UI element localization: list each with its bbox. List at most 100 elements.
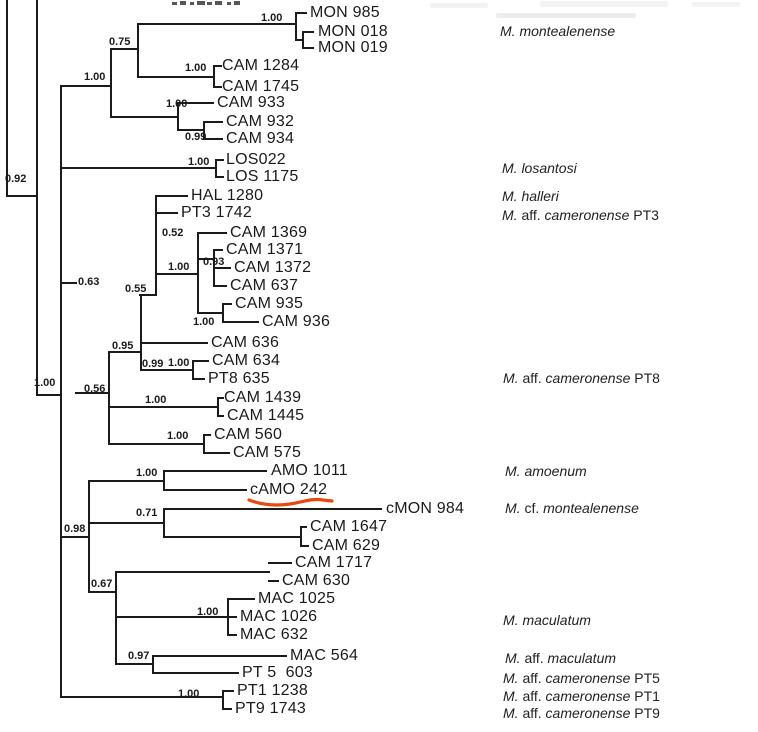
species-name-part: M. (503, 670, 519, 686)
species-label: M. aff. cameronense PT8 (503, 370, 660, 386)
tip-label: CAM 1439 (224, 389, 302, 406)
branch-horizontal-segment (110, 48, 139, 50)
species-name-part: M. maculatum (503, 612, 591, 628)
species-name-part: M. losantosi (502, 160, 577, 176)
cut-off-text-fragment (207, 2, 212, 5)
tip-label: CAM 630 (282, 572, 351, 589)
cut-off-text-fragment (172, 2, 177, 5)
support-value: 0.92 (5, 173, 27, 185)
branch-horizontal-segment (227, 634, 237, 636)
species-name-part: M. (502, 207, 518, 223)
branch-vertical-segment (295, 12, 297, 41)
tip-label: MAC 1026 (240, 608, 318, 625)
branch-vertical-segment (302, 31, 304, 49)
species-label: M. aff. cameronense PT5 (503, 670, 660, 686)
branch-vertical-segment (152, 655, 154, 674)
faint-ghost-text (540, 1, 668, 7)
branch-horizontal-segment (163, 489, 247, 491)
support-value: 0.52 (162, 227, 184, 239)
branch-horizontal-segment (213, 249, 223, 251)
tip-label: CAM 1371 (226, 241, 304, 258)
species-name-part: cameronense (545, 370, 631, 386)
support-value: 1.00 (261, 12, 283, 24)
tip-label: MAC 1025 (258, 590, 336, 607)
branch-horizontal-segment (203, 138, 223, 140)
species-label: M. cf. montealenense (505, 500, 639, 516)
tip-label: CAM 1445 (227, 407, 305, 424)
branch-vertical-segment (217, 397, 219, 417)
branch-horizontal-segment (302, 47, 314, 49)
branch-horizontal-segment (295, 12, 307, 14)
branch-horizontal-segment (60, 167, 217, 169)
branch-horizontal-segment (115, 663, 154, 665)
support-value: 1.00 (34, 377, 56, 389)
species-name-part: aff. (518, 705, 546, 721)
tip-label: MON 018 (318, 23, 388, 40)
branch-horizontal-segment (213, 285, 227, 287)
branch-horizontal-segment (155, 212, 178, 214)
support-value: 1.00 (84, 71, 106, 83)
species-name-part: M. (503, 370, 519, 386)
branch-horizontal-segment (295, 39, 304, 41)
tip-label: LOS022 (226, 151, 286, 168)
tip-label: CAM 637 (230, 277, 299, 294)
branch-horizontal-segment (177, 129, 205, 131)
branch-horizontal-segment (88, 480, 165, 482)
faint-ghost-text (692, 2, 740, 7)
branch-vertical-segment (222, 303, 224, 323)
species-name-part: PT8 (630, 370, 660, 386)
branch-vertical-segment (6, 0, 8, 197)
species-label: M. aff. cameronense PT3 (502, 207, 659, 223)
tip-label: cAMO 242 (250, 481, 328, 498)
support-value: 0.97 (128, 650, 150, 662)
branch-horizontal-segment (139, 294, 157, 296)
branch-horizontal-segment (110, 116, 179, 118)
species-name-part: aff. (520, 650, 548, 666)
support-value: 0.55 (125, 283, 147, 295)
tip-label: CAM 575 (233, 444, 302, 461)
branch-horizontal-segment (217, 415, 224, 417)
species-label: M. aff. cameronense PT1 (503, 688, 660, 704)
branch-horizontal-segment (227, 598, 255, 600)
tip-label: cMON 984 (386, 500, 465, 517)
support-value: 1.00 (178, 688, 200, 700)
branch-horizontal-segment (197, 232, 227, 234)
support-value: 0.75 (109, 36, 131, 48)
branch-horizontal-segment (152, 672, 239, 674)
tip-label: PT8 635 (208, 370, 270, 387)
branch-horizontal-segment (215, 159, 224, 161)
branch-horizontal-segment (222, 690, 234, 692)
cut-off-text-fragment (180, 1, 186, 5)
branch-vertical-segment (197, 232, 199, 314)
tip-label: MON 985 (310, 4, 380, 21)
species-name-part: M. (503, 705, 519, 721)
highlight-underline (247, 497, 334, 507)
branch-vertical-segment (60, 85, 62, 698)
species-name-part: PT9 (630, 705, 660, 721)
support-value: 1.00 (188, 156, 210, 168)
branch-vertical-segment (140, 294, 142, 371)
branch-horizontal-segment (268, 580, 279, 582)
species-name-part: aff. (518, 688, 546, 704)
support-value: 0.93 (203, 256, 225, 268)
branch-horizontal-segment (60, 696, 224, 698)
branch-vertical-segment (163, 508, 165, 538)
branch-horizontal-segment (137, 76, 215, 78)
branch-vertical-segment (137, 23, 139, 78)
branch-horizontal-segment (177, 102, 214, 104)
support-value: 1.00 (197, 606, 219, 618)
branch-vertical-segment (110, 48, 112, 118)
branch-horizontal-segment (163, 470, 267, 472)
branch-vertical-segment (192, 360, 194, 380)
faint-ghost-text (496, 13, 636, 18)
branch-horizontal-segment (115, 571, 270, 573)
tip-label: CAM 636 (211, 334, 280, 351)
species-name-part: cameronense (545, 705, 631, 721)
species-name-part: cameronense (545, 670, 631, 686)
branch-horizontal-segment (88, 591, 117, 593)
branch-horizontal-segment (140, 342, 208, 344)
cut-off-text-fragment (215, 1, 222, 5)
branch-horizontal-segment (75, 392, 110, 394)
cut-off-text-fragment (197, 1, 205, 5)
